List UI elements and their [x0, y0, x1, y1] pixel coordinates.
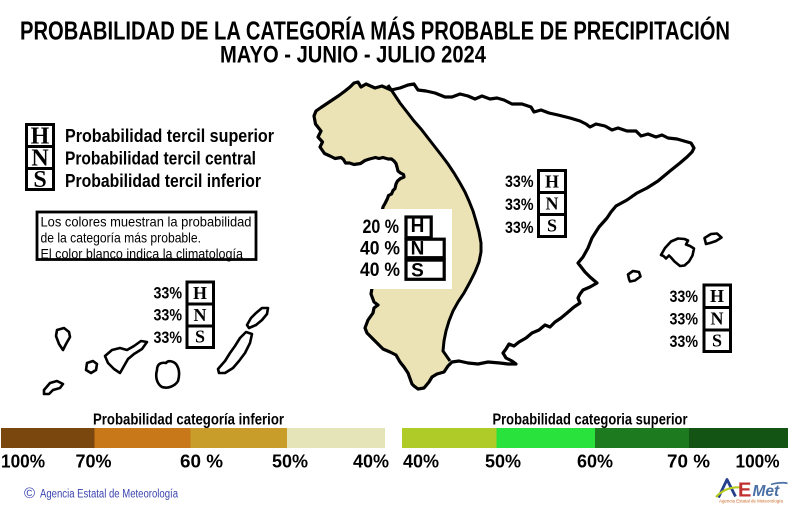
svg-text:33%: 33%: [154, 284, 183, 303]
svg-text:S: S: [195, 327, 205, 347]
svg-text:E: E: [738, 480, 751, 502]
svg-text:Probabilidad categoria superio: Probabilidad categoria superior: [493, 411, 688, 428]
svg-text:60 %: 60 %: [180, 452, 223, 472]
svg-text:33%: 33%: [505, 195, 534, 214]
svg-text:33%: 33%: [505, 218, 534, 237]
svg-text:33%: 33%: [670, 287, 699, 306]
svg-text:33%: 33%: [154, 306, 183, 325]
svg-text:Agencia Estatal de Meteorologí: Agencia Estatal de Meteorología: [719, 499, 783, 504]
svg-text:Probabilidad categoría inferio: Probabilidad categoría inferior: [93, 411, 284, 428]
svg-text:N: N: [31, 146, 49, 172]
svg-text:20 %: 20 %: [363, 217, 400, 238]
svg-text:©: ©: [24, 485, 35, 502]
svg-text:N: N: [194, 305, 207, 325]
svg-text:70 %: 70 %: [667, 452, 710, 472]
svg-text:H: H: [545, 172, 559, 192]
svg-text:PROBABILIDAD DE LA CATEGORÍA M: PROBABILIDAD DE LA CATEGORÍA MÁS PROBABL…: [20, 16, 730, 46]
svg-text:El color blanco indica la clim: El color blanco indica la climatología: [41, 245, 244, 261]
svg-text:100%: 100%: [736, 452, 780, 472]
svg-text:S: S: [33, 167, 46, 193]
svg-text:S: S: [411, 261, 424, 282]
svg-text:33%: 33%: [670, 310, 699, 329]
svg-text:H: H: [710, 286, 724, 306]
svg-text:N: N: [546, 194, 559, 214]
svg-text:Probabilidad tercil superior: Probabilidad tercil superior: [65, 126, 274, 146]
svg-text:40%: 40%: [353, 452, 389, 472]
svg-text:100%: 100%: [1, 452, 45, 472]
svg-text:60%: 60%: [577, 452, 613, 472]
svg-text:Probabilidad tercil central: Probabilidad tercil central: [65, 149, 256, 169]
svg-text:S: S: [547, 216, 557, 236]
svg-text:33%: 33%: [670, 332, 699, 351]
svg-text:Met: Met: [753, 483, 781, 500]
svg-text:50%: 50%: [485, 452, 521, 472]
svg-text:40 %: 40 %: [360, 260, 400, 281]
svg-text:H: H: [193, 283, 207, 303]
svg-text:50%: 50%: [272, 452, 308, 472]
svg-text:70%: 70%: [75, 452, 111, 472]
svg-text:Los colores muestran la probab: Los colores muestran la probabilidad: [41, 213, 252, 229]
svg-text:MAYO - JUNIO - JULIO 2024: MAYO - JUNIO - JULIO 2024: [220, 42, 487, 69]
svg-text:H: H: [31, 124, 50, 150]
svg-text:Probabilidad tercil inferior: Probabilidad tercil inferior: [65, 171, 261, 191]
svg-text:N: N: [711, 309, 724, 329]
svg-text:33%: 33%: [505, 172, 534, 191]
svg-text:de la categoría más probable.: de la categoría más probable.: [41, 229, 202, 245]
svg-text:40 %: 40 %: [360, 239, 400, 260]
svg-text:H: H: [411, 216, 425, 237]
svg-text:40%: 40%: [403, 452, 439, 472]
svg-text:N: N: [411, 239, 425, 260]
svg-text:Agencia Estatal de Meteorologí: Agencia Estatal de Meteorología: [40, 489, 178, 501]
svg-text:S: S: [712, 331, 722, 351]
svg-text:33%: 33%: [154, 328, 183, 347]
